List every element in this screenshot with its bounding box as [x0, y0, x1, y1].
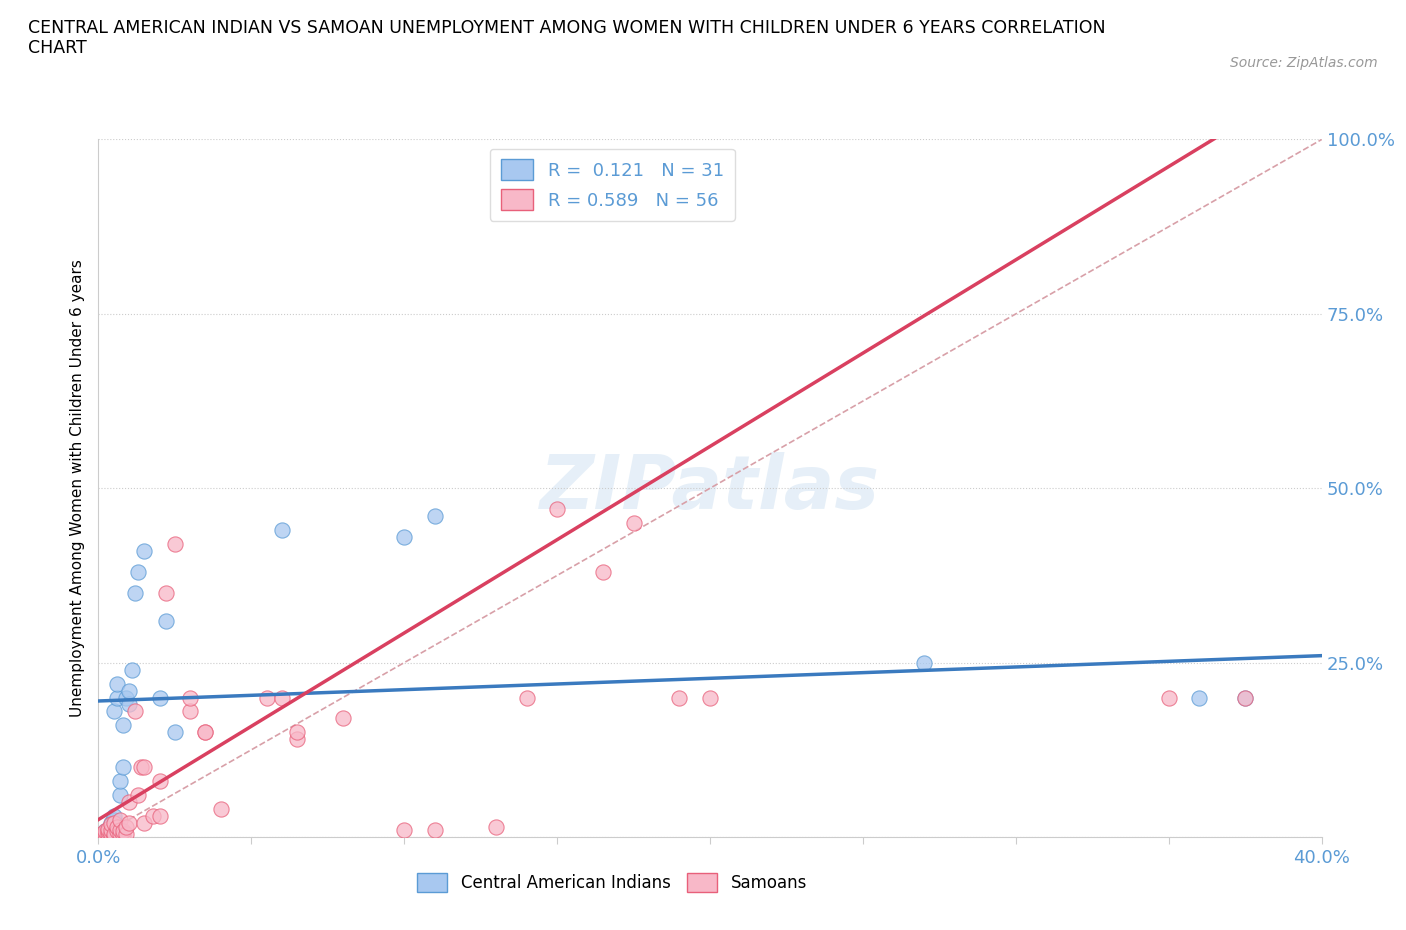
Text: CENTRAL AMERICAN INDIAN VS SAMOAN UNEMPLOYMENT AMONG WOMEN WITH CHILDREN UNDER 6: CENTRAL AMERICAN INDIAN VS SAMOAN UNEMPL… — [28, 19, 1105, 58]
Point — [97, 821, 120, 836]
Point — [134, 816, 156, 830]
Point — [485, 819, 508, 834]
Point — [194, 725, 217, 740]
Point — [97, 821, 120, 836]
Point — [179, 704, 201, 719]
Point — [105, 819, 128, 834]
Point — [118, 683, 141, 698]
Point — [93, 824, 115, 839]
Point — [149, 690, 172, 705]
Point — [392, 530, 416, 545]
Point — [100, 816, 122, 830]
Point — [103, 826, 125, 841]
Point — [100, 819, 122, 834]
Point — [163, 537, 186, 551]
Text: ZIPatlas: ZIPatlas — [540, 452, 880, 525]
Point — [108, 774, 131, 789]
Point — [623, 515, 645, 530]
Point — [103, 816, 125, 830]
Point — [668, 690, 690, 705]
Point — [423, 509, 446, 524]
Point — [93, 827, 115, 842]
Point — [90, 826, 112, 841]
Point — [118, 794, 141, 809]
Point — [97, 826, 120, 841]
Point — [134, 760, 156, 775]
Point — [108, 823, 131, 838]
Point — [105, 690, 128, 705]
Point — [699, 690, 721, 705]
Point — [103, 809, 125, 824]
Point — [115, 826, 138, 841]
Point — [256, 690, 278, 705]
Y-axis label: Unemployment Among Women with Children Under 6 years: Unemployment Among Women with Children U… — [70, 259, 86, 717]
Point — [118, 816, 141, 830]
Point — [149, 774, 172, 789]
Point — [270, 523, 292, 538]
Point — [285, 732, 308, 747]
Point — [103, 829, 125, 844]
Point — [103, 812, 125, 827]
Point — [100, 817, 122, 832]
Point — [332, 711, 354, 725]
Point — [1234, 690, 1257, 705]
Point — [592, 565, 614, 579]
Point — [115, 690, 138, 705]
Point — [134, 543, 156, 558]
Point — [115, 819, 138, 834]
Point — [155, 614, 177, 629]
Point — [97, 823, 120, 838]
Point — [90, 829, 112, 844]
Point — [912, 656, 935, 671]
Point — [105, 676, 128, 691]
Point — [100, 823, 122, 838]
Point — [546, 502, 568, 517]
Point — [121, 662, 143, 677]
Point — [516, 690, 538, 705]
Point — [127, 788, 149, 803]
Point — [111, 824, 134, 839]
Point — [100, 826, 122, 841]
Point — [149, 809, 172, 824]
Point — [179, 690, 201, 705]
Point — [97, 824, 120, 839]
Legend: Central American Indians, Samoans: Central American Indians, Samoans — [411, 866, 814, 898]
Point — [285, 725, 308, 740]
Point — [155, 586, 177, 601]
Point — [209, 802, 232, 817]
Point — [111, 718, 134, 733]
Point — [1157, 690, 1180, 705]
Point — [93, 824, 115, 839]
Point — [423, 823, 446, 838]
Point — [111, 760, 134, 775]
Point — [93, 826, 115, 841]
Point — [392, 823, 416, 838]
Point — [129, 760, 152, 775]
Point — [111, 828, 134, 843]
Point — [127, 565, 149, 579]
Point — [108, 812, 131, 827]
Point — [1188, 690, 1211, 705]
Point — [124, 586, 146, 601]
Point — [124, 704, 146, 719]
Point — [108, 788, 131, 803]
Point — [118, 698, 141, 712]
Point — [163, 725, 186, 740]
Point — [103, 704, 125, 719]
Point — [93, 829, 115, 844]
Point — [108, 826, 131, 841]
Point — [1234, 690, 1257, 705]
Point — [142, 809, 165, 824]
Point — [270, 690, 292, 705]
Point — [194, 725, 217, 740]
Text: Source: ZipAtlas.com: Source: ZipAtlas.com — [1230, 56, 1378, 70]
Point — [105, 824, 128, 839]
